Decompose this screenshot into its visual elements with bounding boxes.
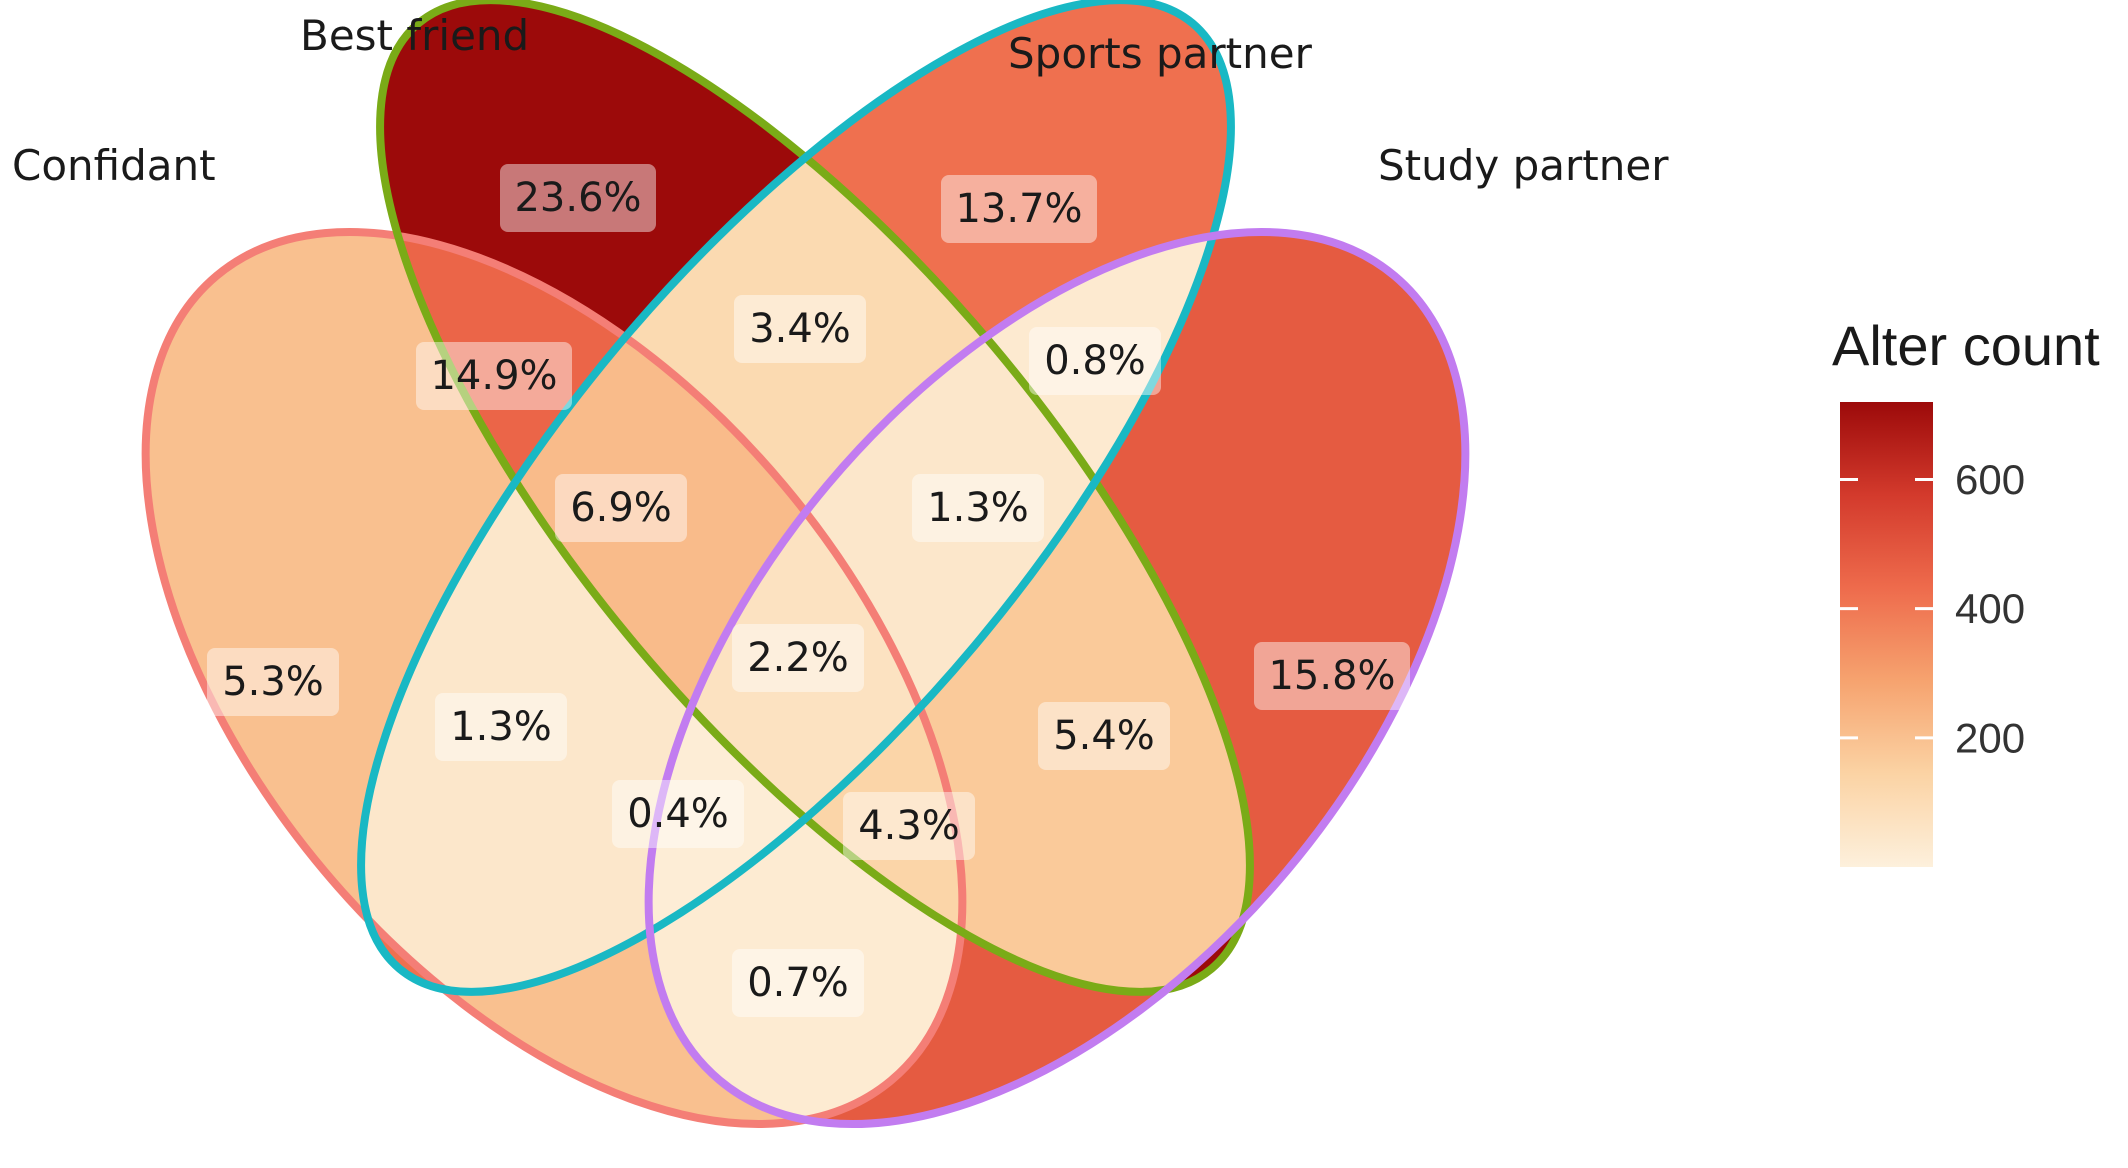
region-label-bc: 3.4% <box>734 295 866 363</box>
region-value: 23.6% <box>514 175 641 221</box>
region-value: 13.7% <box>955 186 1082 232</box>
set-outline-best-friend <box>376 0 1254 996</box>
legend-colorbar <box>1840 402 1933 867</box>
region-label-c: 13.7% <box>941 175 1097 243</box>
set-label-confidant: Confidant <box>12 141 216 190</box>
region-value: 15.8% <box>1268 653 1395 699</box>
region-label-cd: 0.8% <box>1029 327 1161 395</box>
region-value: 5.3% <box>222 659 324 705</box>
legend-tick-label: 200 <box>1955 714 2025 761</box>
region-value: 5.4% <box>1053 713 1155 759</box>
legend-tick-label: 600 <box>1955 456 2025 503</box>
region-label-box <box>416 342 572 410</box>
region-label-box <box>734 295 866 363</box>
region-value: 0.7% <box>747 960 849 1006</box>
region-label-box <box>612 780 744 848</box>
region-value: 0.8% <box>1044 338 1146 384</box>
region-label-box <box>732 949 864 1017</box>
region-value: 1.3% <box>927 485 1029 531</box>
region-value: 1.3% <box>450 704 552 750</box>
region-label-box <box>435 693 567 761</box>
region-label-bd: 5.4% <box>1038 702 1170 770</box>
region-label-box <box>941 175 1097 243</box>
set-label-best-friend: Best friend <box>300 11 529 60</box>
set-outline-study-partner <box>644 227 1470 1129</box>
region-label-acd: 0.4% <box>612 780 744 848</box>
region-label-box <box>732 624 864 692</box>
region-label-ad: 0.7% <box>732 949 864 1017</box>
region-label-box <box>843 792 975 860</box>
region-value: 4.3% <box>858 803 960 849</box>
region-value: 2.2% <box>747 635 849 681</box>
region-label-abc: 6.9% <box>555 474 687 542</box>
region-label-b: 23.6% <box>500 164 656 232</box>
region-label-box <box>1029 327 1161 395</box>
region-label-box <box>1038 702 1170 770</box>
set-label-sports-partner: Sports partner <box>1008 29 1313 78</box>
legend: Alter count 200 400 600 <box>1832 314 2100 867</box>
region-label-box <box>1254 642 1410 710</box>
set-outline-confidant <box>141 227 967 1129</box>
region-value: 3.4% <box>749 306 851 352</box>
region-label-box <box>555 474 687 542</box>
region-label-ab: 14.9% <box>416 342 572 410</box>
region-label-d: 15.8% <box>1254 642 1410 710</box>
region-label-ac: 1.3% <box>435 693 567 761</box>
region-label-abcd: 2.2% <box>732 624 864 692</box>
region-value: 14.9% <box>430 353 557 399</box>
region-label-box <box>912 474 1044 542</box>
set-outline-sports-partner <box>357 0 1235 996</box>
legend-tick-label: 400 <box>1955 585 2025 632</box>
legend-title: Alter count <box>1832 314 2100 377</box>
region-label-box <box>207 648 339 716</box>
region-value: 6.9% <box>570 485 672 531</box>
region-label-a: 5.3% <box>207 648 339 716</box>
region-label-abd: 4.3% <box>843 792 975 860</box>
region-label-bcd: 1.3% <box>912 474 1044 542</box>
region-value: 0.4% <box>627 791 729 837</box>
region-label-box <box>500 164 656 232</box>
set-label-study-partner: Study partner <box>1378 141 1669 190</box>
